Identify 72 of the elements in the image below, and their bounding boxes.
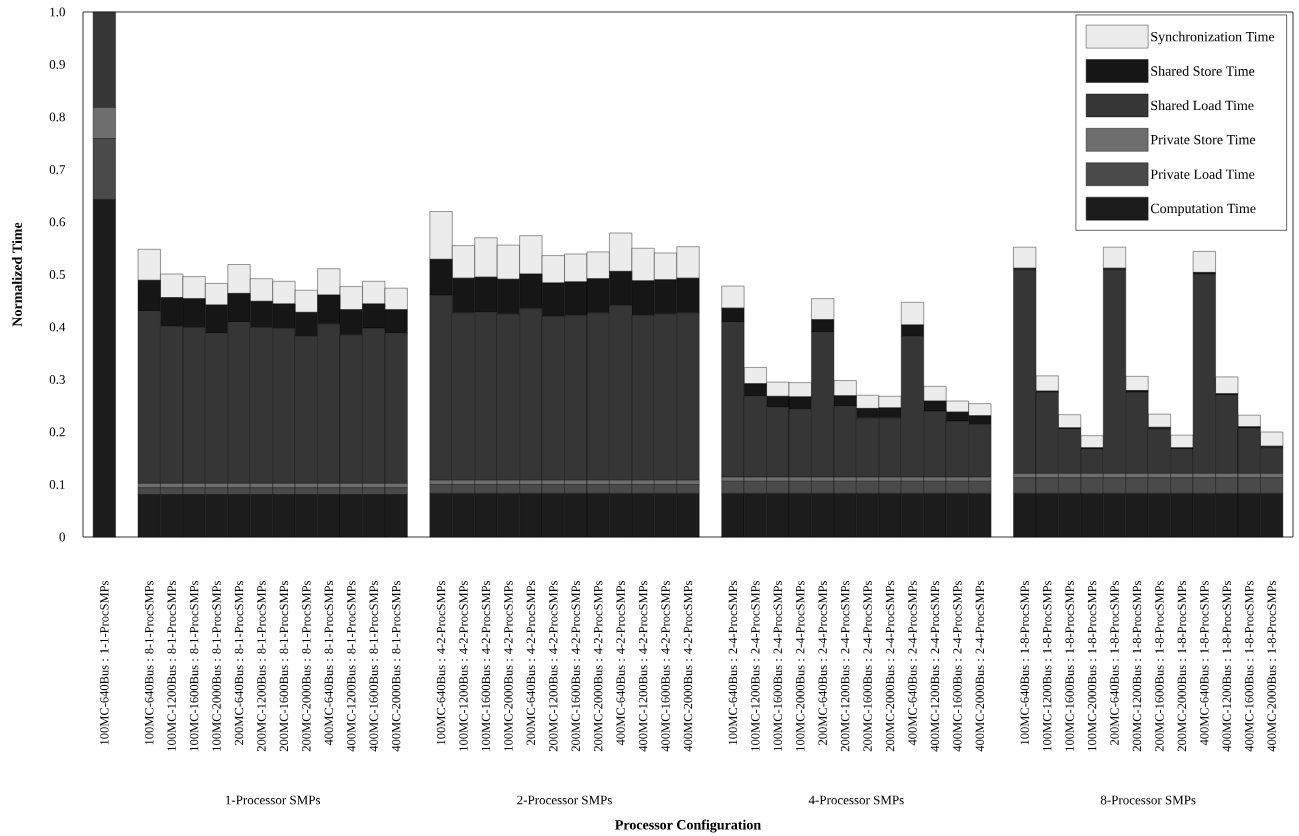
y-tick-label: 0.6 (49, 217, 66, 227)
x-tick-label: 200MC-2000Bus : 1-8-ProcSMPs (1177, 581, 1187, 752)
x-tick-label: 200MC-2000Bus : 2-4-ProcSMPs (885, 581, 895, 752)
x-tick-label: 400MC-640Bus : 8-1-ProcSMPs (324, 581, 334, 746)
y-tick-label: 1.0 (50, 7, 65, 17)
legend-label: Computation Time (1150, 203, 1256, 216)
y-tick-label: 0.7 (49, 165, 66, 174)
x-tick-label: 400MC-1200Bus : 1-8-ProcSMPs (1222, 581, 1232, 752)
x-tick-label: 400MC-2000Bus : 2-4-ProcSMPs (975, 581, 985, 752)
x-tick-label: 100MC-1600Bus : 1-8-ProcSMPs (1065, 581, 1074, 751)
y-tick-label: 0.2 (49, 427, 65, 437)
x-tick-label: 200MC-1200Bus : 8-1-ProcSMPs (257, 581, 266, 752)
x-tick-label: 200MC-640Bus : 4-2-ProcSMPs (526, 581, 536, 745)
x-tick-label: 100MC-640Bus : 8-1-ProcSMPs (144, 581, 154, 745)
legend-label: Private Store Time (1150, 134, 1256, 145)
y-tick-label: 0.4 (49, 322, 66, 332)
x-tick-label: 100MC-640Bus : 1-1-ProcSMPs (100, 581, 109, 745)
x-tick-label: 200MC-640Bus : 2-4-ProcSMPs (818, 581, 827, 745)
x-tick-label: 100MC-640Bus : 2-4-ProcSMPs (728, 581, 738, 745)
x-tick-label: 100MC-640Bus : 1-8-ProcSMPs (1020, 581, 1029, 745)
x-tick-label: 200MC-640Bus : 1-8-ProcSMPs (1110, 581, 1119, 745)
x-tick-label: 100MC-1200Bus : 2-4-ProcSMPs (751, 581, 760, 751)
x-tick-label: 400MC-1600Bus : 4-2-ProcSMPs (661, 581, 670, 752)
x-tick-label: 400MC-1600Bus : 2-4-ProcSMPs (953, 581, 962, 752)
x-tick-label: 100MC-2000Bus : 1-8-ProcSMPs (1087, 581, 1097, 751)
x-tick-label: 200MC-1600Bus : 4-2-ProcSMPs (571, 581, 580, 752)
y-axis-title: Normalized Time (12, 222, 22, 327)
y-tick-label: 0.5 (49, 270, 65, 279)
x-tick-label: 100MC-1200Bus : 4-2-ProcSMPs (459, 581, 468, 751)
legend-label: Shared Store Time (1151, 65, 1255, 76)
y-tick-label: 0.3 (49, 375, 65, 384)
x-tick-label: 400MC-640Bus : 2-4-ProcSMPs (908, 581, 917, 746)
x-tick-label: 200MC-1600Bus : 1-8-ProcSMPs (1155, 581, 1164, 752)
x-tick-label: 400MC-1200Bus : 8-1-ProcSMPs (347, 581, 356, 752)
legend-label: Private Load Time (1150, 169, 1255, 179)
y-tick-label: 0.8 (49, 112, 65, 122)
x-tick-label: 100MC-2000Bus : 8-1-ProcSMPs (212, 581, 221, 751)
x-tick-label: 200MC-640Bus : 8-1-ProcSMPs (234, 581, 244, 745)
x-tick-label: 400MC-2000Bus : 1-8-ProcSMPs (1267, 581, 1276, 752)
x-tick-label: 400MC-1200Bus : 2-4-ProcSMPs (930, 581, 940, 752)
x-tick-label: 400MC-640Bus : 1-8-ProcSMPs (1200, 581, 1209, 746)
x-tick-label: 200MC-2000Bus : 8-1-ProcSMPs (302, 581, 311, 752)
x-tick-label: 100MC-2000Bus : 2-4-ProcSMPs (796, 581, 805, 751)
x-tick-label: 400MC-1600Bus : 8-1-ProcSMPs (369, 581, 378, 752)
x-tick-label: 400MC-640Bus : 4-2-ProcSMPs (616, 581, 625, 746)
y-tick-label: 0.9 (49, 60, 65, 69)
x-tick-label: 100MC-2000Bus : 4-2-ProcSMPs (504, 581, 513, 751)
x-tick-label: 200MC-1200Bus : 1-8-ProcSMPs (1132, 581, 1142, 752)
x-tick-label: 200MC-2000Bus : 4-2-ProcSMPs (593, 581, 603, 752)
text: 4-Processor SMPs (808, 795, 904, 805)
x-tick-label: 100MC-1200Bus : 8-1-ProcSMPs (167, 581, 176, 751)
x-tick-label: 200MC-1600Bus : 8-1-ProcSMPs (279, 581, 289, 752)
y-tick-label: 0 (59, 532, 65, 542)
x-tick-label: 100MC-1600Bus : 2-4-ProcSMPs (773, 581, 783, 751)
x-tick-label: 400MC-1600Bus : 1-8-ProcSMPs (1244, 581, 1254, 752)
x-axis-title: Processor Configuration (615, 819, 761, 833)
text: 1-Processor SMPs (225, 795, 321, 805)
y-tick-label: 0.1 (49, 480, 65, 489)
x-tick-label: 200MC-1200Bus : 4-2-ProcSMPs (549, 581, 558, 752)
legend-label: Shared Load Time (1151, 100, 1254, 111)
legend-label: Synchronization Time (1151, 31, 1275, 45)
text: 2-Processor SMPs (517, 795, 612, 805)
x-tick-label: 100MC-640Bus : 4-2-ProcSMPs (436, 581, 446, 745)
x-tick-label: 200MC-1600Bus : 2-4-ProcSMPs (863, 581, 872, 752)
x-tick-label: 200MC-1200Bus : 2-4-ProcSMPs (840, 581, 850, 752)
x-tick-label: 100MC-1600Bus : 8-1-ProcSMPs (189, 581, 199, 751)
x-tick-label: 100MC-1200Bus : 1-8-ProcSMPs (1042, 581, 1052, 751)
x-tick-label: 400MC-2000Bus : 4-2-ProcSMPs (683, 581, 693, 752)
x-tick-label: 400MC-1200Bus : 4-2-ProcSMPs (638, 581, 648, 752)
text: 8-Processor SMPs (1100, 795, 1196, 805)
x-tick-label: 100MC-1600Bus : 4-2-ProcSMPs (481, 581, 491, 751)
x-tick-label: 400MC-2000Bus : 8-1-ProcSMPs (391, 581, 401, 752)
